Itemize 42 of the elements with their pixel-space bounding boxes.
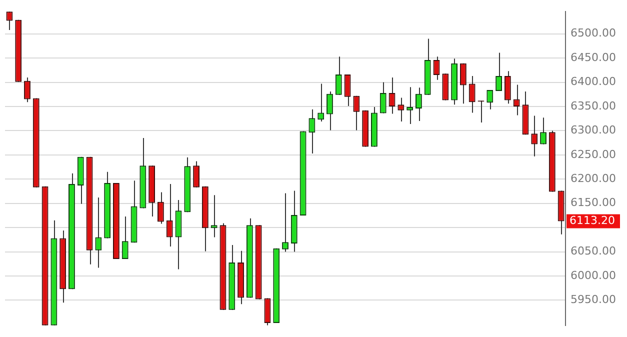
y-tick-label: 6000.00 [570,268,616,282]
y-tick-label: 6050.00 [570,244,616,258]
candlestick [416,87,422,122]
candlestick [326,91,333,131]
y-tick-label: 6150.00 [570,196,616,210]
candlestick [264,298,271,326]
candlestick [308,108,316,154]
y-tick-label: 5950.00 [570,293,616,306]
candlestick [166,183,173,247]
y-tick-label: 6450.00 [570,50,616,64]
y-tick-label: 6500.00 [570,26,616,40]
candlestick [335,56,342,96]
candlestick [380,82,386,114]
candlestick [496,52,502,92]
candlestick [513,84,520,116]
candlestick [157,192,164,224]
candlestick [122,216,128,260]
candlestick [460,62,466,104]
candlestick [486,90,494,110]
candlestick [95,197,102,268]
y-tick-label: 6250.00 [570,148,616,161]
candlestick [468,76,476,114]
candlestick [210,194,218,238]
candlestick [540,117,546,145]
y-tick-label: 6400.00 [570,75,616,88]
y-tick-label: 6200.00 [570,172,616,186]
candlestick [504,70,511,104]
candlestick [344,74,351,107]
candlestick [353,95,360,131]
candlestick [531,115,538,157]
candlestick [318,83,324,122]
candlestick [24,76,30,103]
candlestick [433,56,440,80]
candlestick [282,192,288,252]
candlestick [6,12,13,30]
candlestick [388,76,396,114]
y-tick-label: 6350.00 [570,99,616,112]
y-tick-label: 6300.00 [570,124,616,137]
candlestick [193,160,200,188]
candlestick [406,86,414,124]
text: 6113.20 [570,214,616,228]
candlestick [398,97,404,122]
